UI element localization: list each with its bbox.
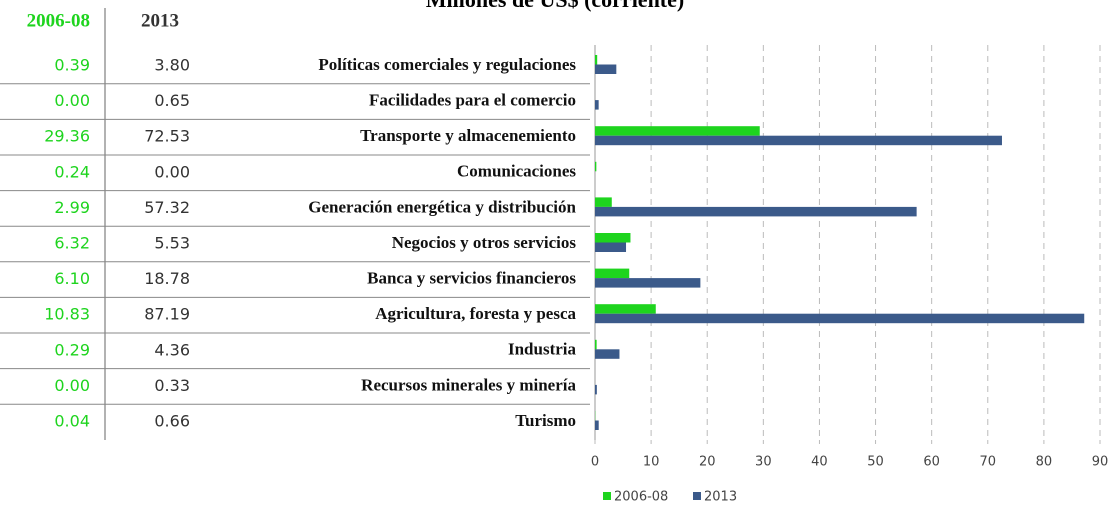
table-value: 0.39: [54, 56, 90, 75]
bar: [595, 339, 597, 350]
bar: [595, 55, 598, 65]
table-value: 0.33: [154, 376, 190, 395]
category-label: Transporte y almacenemiento: [360, 126, 576, 145]
bar: [595, 420, 599, 430]
table-value: 0.04: [54, 412, 90, 431]
bar: [595, 100, 599, 110]
bar: [595, 304, 656, 314]
bar: [595, 313, 1085, 324]
bar: [595, 161, 597, 172]
x-tick-label: 70: [980, 455, 997, 470]
bar: [595, 135, 1002, 146]
bar: [595, 278, 701, 288]
bar: [595, 349, 620, 359]
x-tick-label: 0: [591, 455, 599, 470]
table-value: 5.53: [154, 234, 190, 253]
category-label: Generación energética y distribución: [308, 197, 576, 216]
table-value: 0.24: [54, 162, 90, 181]
table-value: 0.00: [54, 376, 90, 395]
x-tick-label: 50: [867, 455, 884, 470]
chart-title: Millones de US$ (corriente): [426, 0, 684, 12]
category-label: Agricultura, foresta y pesca: [375, 304, 576, 323]
table-value: 87.19: [144, 305, 190, 324]
category-label: Negocios y otros servicios: [392, 233, 577, 252]
x-tick-label: 40: [811, 455, 828, 470]
bar: [595, 268, 630, 279]
bar: [595, 64, 617, 74]
table-value: 0.29: [54, 340, 90, 359]
bar: [595, 384, 597, 395]
table-value: 4.36: [154, 340, 190, 359]
table-value: 10.83: [44, 305, 90, 324]
bar: [595, 126, 760, 136]
table-value: 0.00: [154, 162, 190, 181]
table-value: 3.80: [154, 56, 190, 75]
bar: [595, 206, 917, 217]
table-value: 0.66: [154, 412, 190, 431]
x-tick-label: 80: [1036, 455, 1053, 470]
x-tick-label: 30: [755, 455, 772, 470]
x-tick-label: 60: [923, 455, 940, 470]
x-tick-label: 20: [699, 455, 716, 470]
table-value: 18.78: [144, 269, 190, 288]
category-label: Políticas comerciales y regulaciones: [318, 55, 576, 74]
category-label: Comunicaciones: [457, 162, 576, 181]
legend-label: 2013: [704, 490, 737, 505]
category-label: Banca y servicios financieros: [367, 269, 576, 288]
table-header: 2013: [141, 10, 179, 31]
bar: [595, 197, 612, 207]
table-value: 0.00: [54, 91, 90, 110]
table-value: 2.99: [54, 198, 90, 217]
table-value: 29.36: [44, 127, 90, 146]
category-label: Facilidades para el comercio: [369, 91, 576, 110]
legend-swatch: [693, 492, 701, 500]
category-label: Turismo: [515, 411, 576, 430]
legend-label: 2006-08: [614, 490, 668, 505]
table-value: 57.32: [144, 198, 190, 217]
category-label: Industria: [508, 340, 577, 359]
table-value: 6.32: [54, 234, 90, 253]
table-value: 72.53: [144, 127, 190, 146]
bar: [595, 242, 627, 252]
legend-swatch: [603, 492, 611, 500]
category-label: Recursos minerales y minería: [361, 375, 576, 394]
table-value: 6.10: [54, 269, 90, 288]
x-tick-label: 90: [1092, 455, 1109, 470]
bar: [595, 233, 631, 243]
table-value: 0.65: [154, 91, 190, 110]
table-header: 2006-08: [27, 10, 90, 31]
x-tick-label: 10: [643, 455, 660, 470]
